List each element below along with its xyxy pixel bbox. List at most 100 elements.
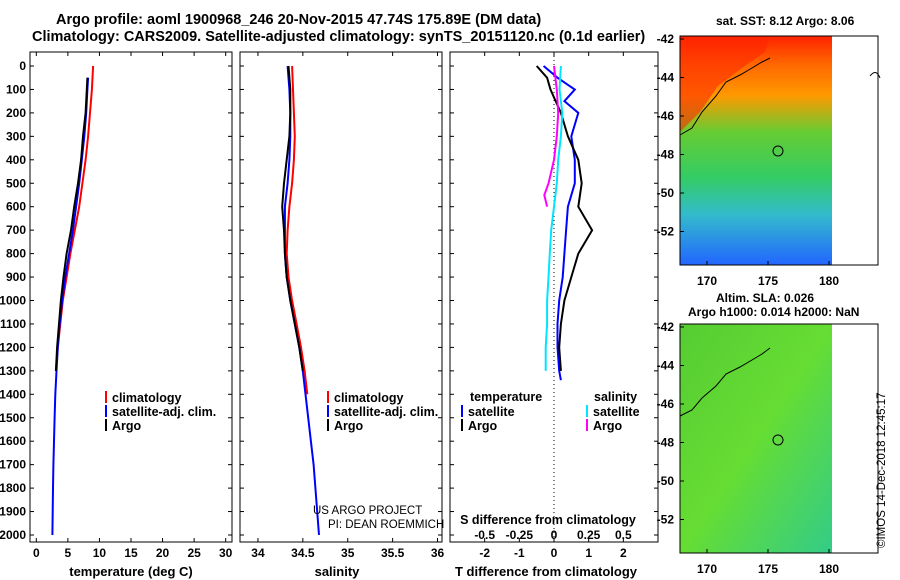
depth-tick-label: 2000: [0, 528, 26, 542]
legend-label-climatology: climatology: [112, 391, 182, 405]
legend-swatch-argo: [105, 419, 107, 431]
chart-title-line2: Climatology: CARS2009. Satellite-adjuste…: [32, 29, 646, 45]
chart-title-line1: Argo profile: aoml 1900968_246 20-Nov-20…: [56, 12, 542, 28]
temperature-x-ticks: 0 5 10 15 20 25 30: [33, 546, 233, 560]
s-tick-label: 0: [551, 528, 558, 542]
salinity-x-ticks: 34 34.5 35 35.5 36: [251, 546, 444, 560]
profile-series: [51, 65, 594, 536]
x-tick-label: -1: [514, 546, 525, 560]
sla-map-frame: [679, 323, 879, 554]
argo-float-marker: [772, 145, 784, 157]
x-tick-label: 0: [551, 546, 558, 560]
series-argo: [281, 65, 304, 372]
legend-swatch-t-argo: [461, 419, 463, 431]
sla-map-blank-area: [832, 324, 878, 553]
depth-tick-label: 0: [19, 59, 26, 73]
sst-map-frame: [679, 35, 879, 266]
series-salinity-satellite: [544, 65, 564, 371]
longitude-tick-label: 180: [819, 274, 839, 288]
salinity-axis-label: salinity: [315, 564, 361, 579]
latitude-tick-label: -50: [657, 474, 675, 488]
depth-tick-label: 1200: [0, 340, 26, 354]
salinity-legend: climatology satellite-adj. clim. Argo: [327, 391, 438, 433]
legend-swatch-argo: [327, 419, 329, 431]
series-climatology: [285, 65, 309, 395]
x-tick-label: 34: [251, 546, 265, 560]
depth-tick-label: 1500: [0, 411, 26, 425]
legend-swatch-t-satellite: [461, 405, 463, 417]
legend-swatch-s-satellite: [586, 405, 588, 417]
x-tick-label: 0: [33, 546, 40, 560]
salinity-difference-x-ticks: -0.5 -0.25 0 0.25 0.5: [474, 528, 632, 542]
latitude-tick-label: -42: [657, 320, 675, 334]
series-satellite-adj-clim: [51, 77, 90, 536]
x-tick-label: 1: [585, 546, 592, 560]
legend-label-satellite: satellite-adj. clim.: [334, 405, 438, 419]
longitude-tick-label: 170: [697, 562, 717, 576]
series-temperature-satellite: [542, 65, 580, 381]
s-tick-label: -0.5: [474, 528, 495, 542]
series-temperature-argo: [535, 65, 594, 371]
sst-island-outline: [869, 72, 881, 79]
difference-legend: temperature salinity satellite Argo sate…: [461, 390, 640, 433]
legend-label-satellite: satellite-adj. clim.: [112, 405, 216, 419]
x-tick-label: -2: [479, 546, 490, 560]
sla-map-label-line2: Argo h1000: 0.014 h2000: NaN: [688, 305, 860, 319]
s-tick-label: -0.25: [506, 528, 534, 542]
longitude-tick-label: 180: [819, 562, 839, 576]
depth-tick-label: 1700: [0, 458, 26, 472]
legend-header-salinity: salinity: [594, 390, 637, 404]
x-tick-label: 20: [156, 546, 170, 560]
sla-map-label-line1: Altim. SLA: 0.026: [716, 291, 815, 305]
depth-tick-label: 100: [6, 82, 26, 96]
depth-tick-label: 1300: [0, 364, 26, 378]
tick-marks: [30, 52, 658, 542]
difference-axis-label: T difference from climatology: [455, 564, 638, 579]
map-axis-ticks: -42 -44 -46 -48 -50 -52 170 175 180 -42 -44 -46 -48 -…: [657, 32, 840, 576]
legend-swatch-satellite: [327, 405, 329, 417]
depth-axis-labels: 0 100 200 300 400 500 600 700 800 900 1000 1100 1200…: [0, 59, 26, 542]
latitude-tick-label: -48: [657, 436, 675, 450]
legend-label-s-argo: Argo: [593, 419, 623, 433]
longitude-tick-label: 170: [697, 274, 717, 288]
depth-tick-label: 700: [6, 223, 26, 237]
legend-label-argo: Argo: [334, 419, 364, 433]
sst-map: [679, 35, 881, 266]
legend-swatch-satellite: [105, 405, 107, 417]
legend-swatch-s-argo: [586, 419, 588, 431]
sst-coastline: [679, 57, 771, 136]
latitude-tick-label: -46: [657, 109, 675, 123]
sst-map-label: sat. SST: 8.12 Argo: 8.06: [716, 14, 855, 28]
x-tick-label: 25: [187, 546, 201, 560]
salinity-panel-frame: [239, 51, 443, 543]
series-salinity-argo: [543, 65, 560, 207]
argo-float-marker: [772, 434, 784, 446]
legend-label-t-satellite: satellite: [468, 405, 515, 419]
depth-tick-label: 400: [6, 153, 26, 167]
sst-map-blank-area: [832, 36, 878, 265]
depth-tick-label: 1600: [0, 434, 26, 448]
latitude-tick-label: -52: [657, 225, 675, 239]
latitude-tick-label: -44: [657, 71, 675, 85]
depth-tick-label: 800: [6, 247, 26, 261]
sst-land: [680, 36, 770, 132]
longitude-tick-label: 175: [758, 562, 778, 576]
x-tick-label: 36: [431, 546, 445, 560]
x-tick-label: 15: [124, 546, 138, 560]
depth-tick-label: 900: [6, 270, 26, 284]
sla-coastline: [679, 347, 771, 417]
depth-tick-label: 1900: [0, 505, 26, 519]
difference-x-ticks: -2 -1 0 1 2: [479, 546, 627, 560]
x-tick-label: 2: [620, 546, 627, 560]
temperature-legend: climatology satellite-adj. clim. Argo: [105, 391, 216, 433]
depth-tick-label: 1000: [0, 294, 26, 308]
latitude-tick-label: -42: [657, 32, 675, 46]
depth-tick-label: 1800: [0, 481, 26, 495]
sla-map: [679, 323, 879, 554]
depth-tick-label: 200: [6, 106, 26, 120]
credit-line-2: PI: DEAN ROEMMICH: [328, 519, 445, 531]
x-tick-label: 10: [93, 546, 107, 560]
x-tick-label: 30: [219, 546, 233, 560]
latitude-tick-label: -48: [657, 148, 675, 162]
